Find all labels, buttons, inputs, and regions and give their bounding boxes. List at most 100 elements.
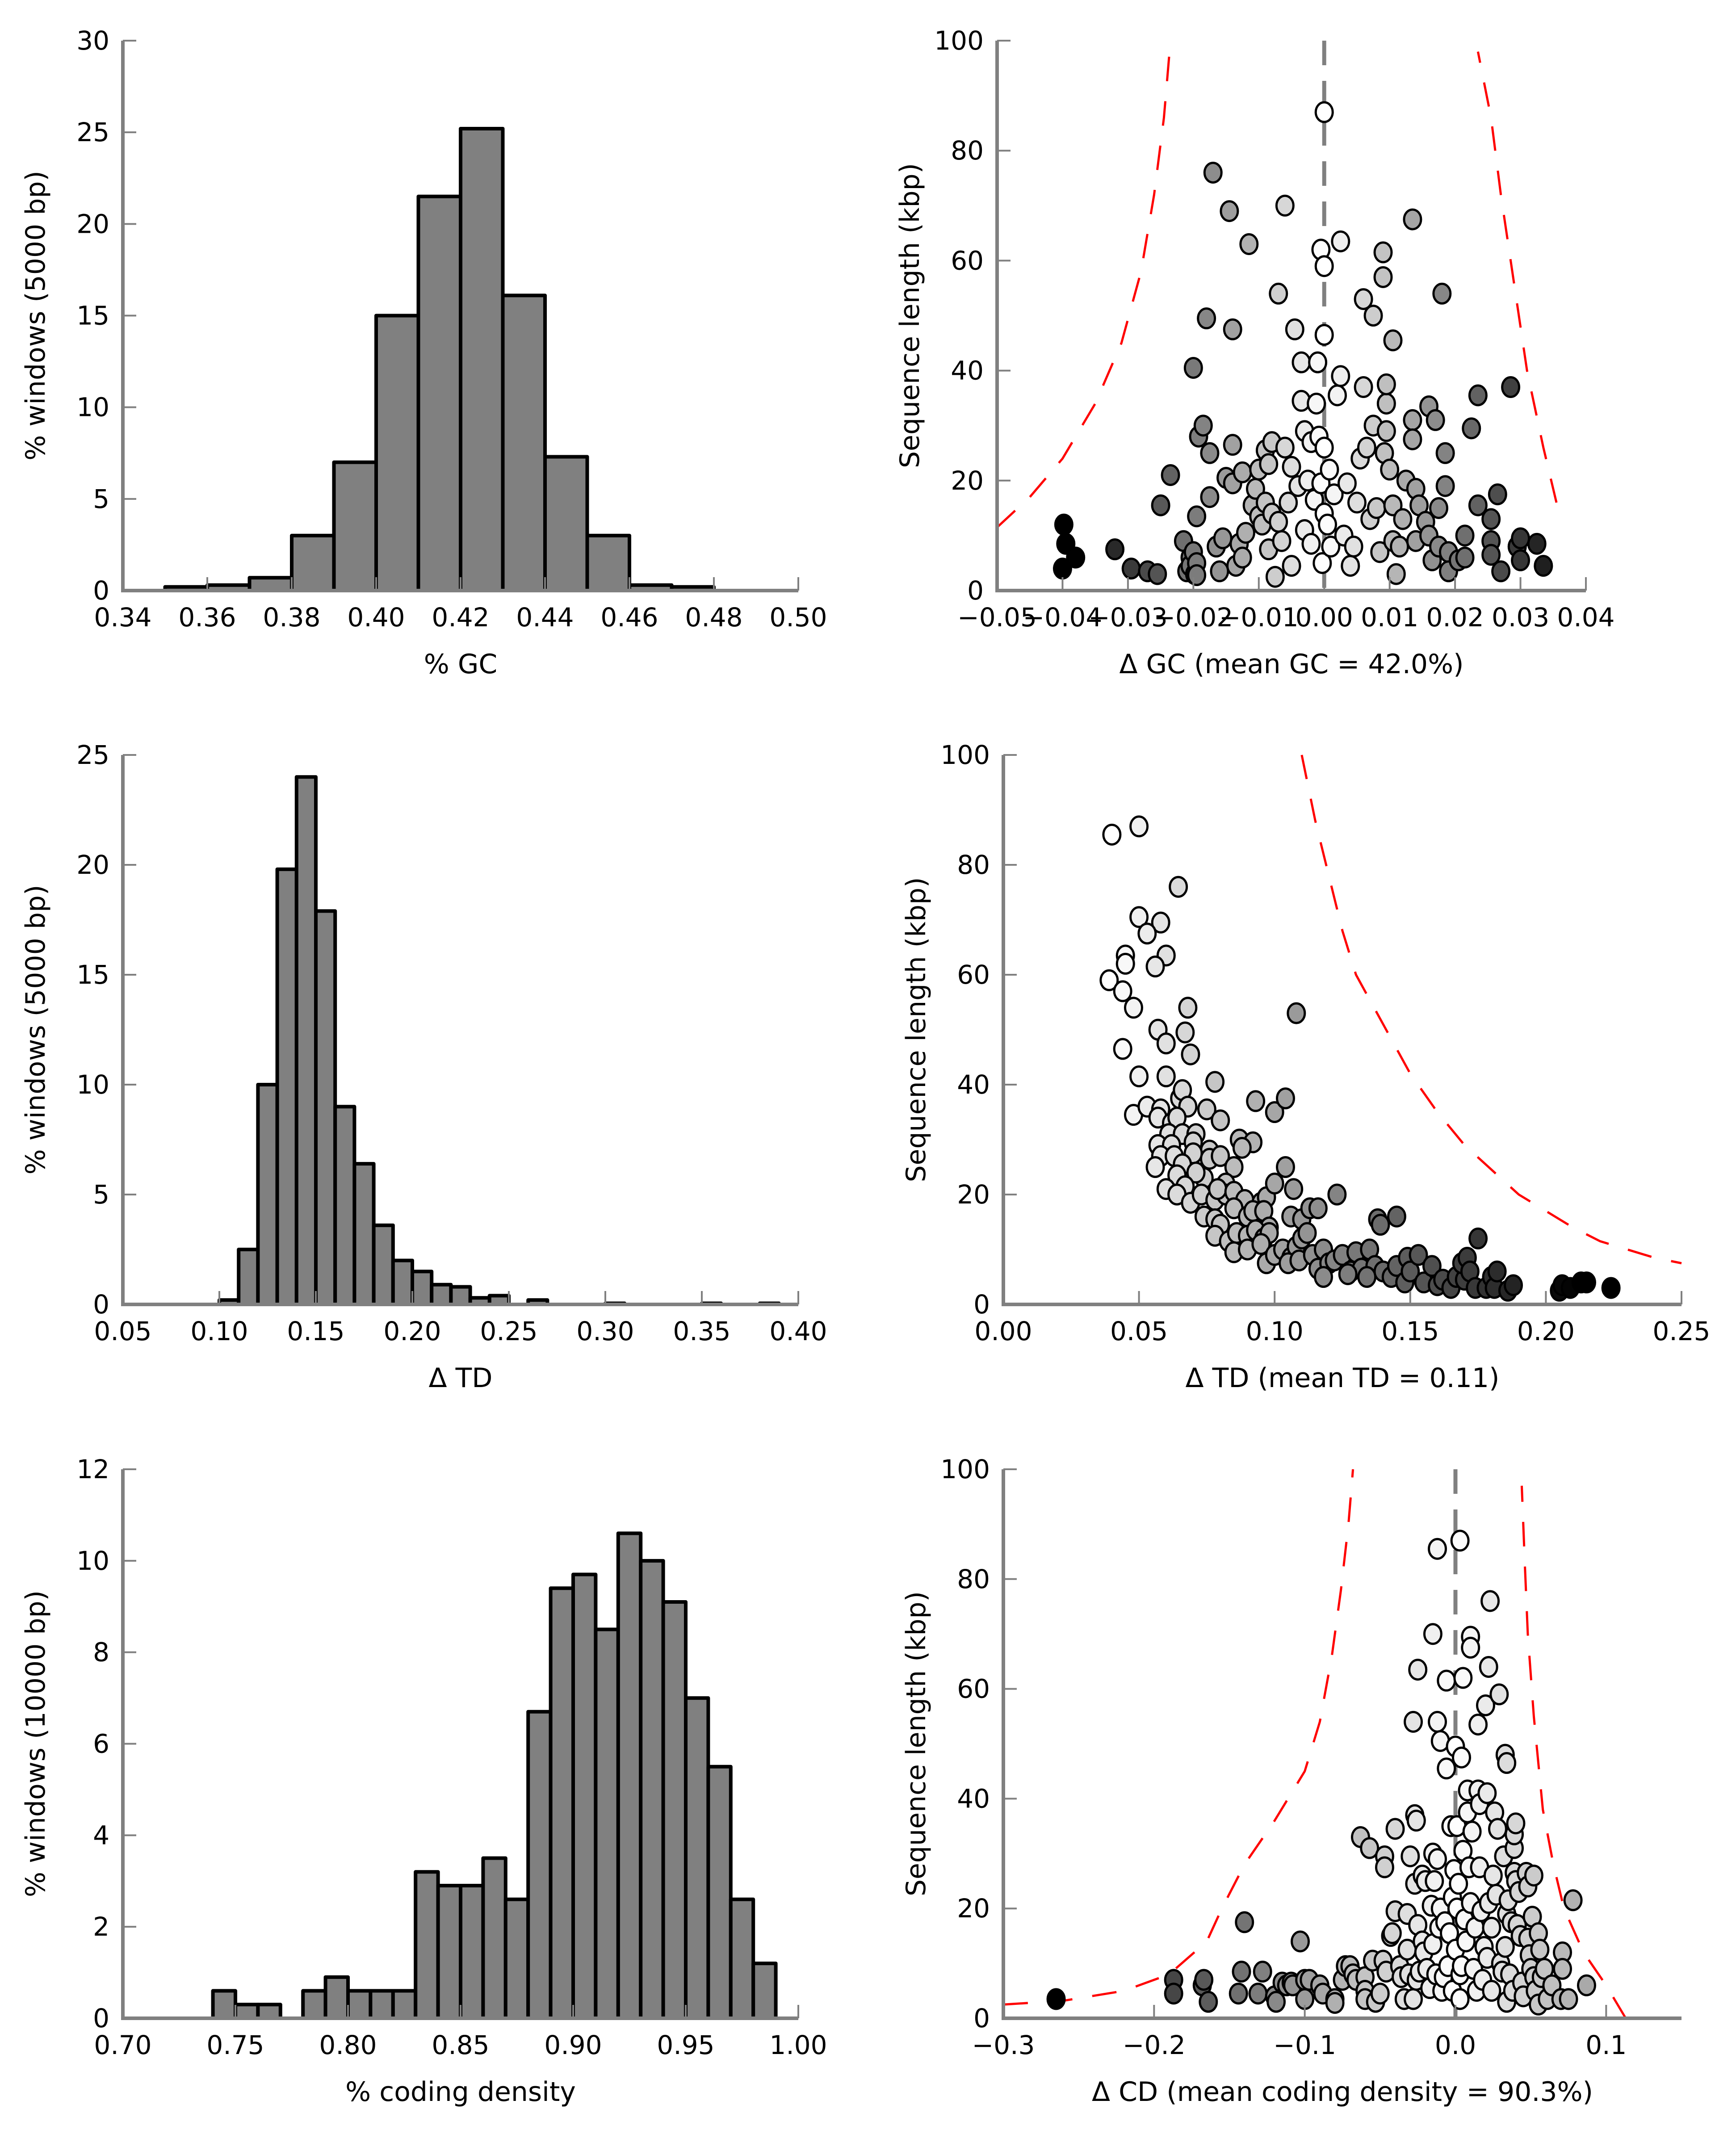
td-scatter-point — [1284, 1178, 1304, 1200]
gc-scatter-point — [1220, 200, 1239, 222]
cd-scatter-point — [1477, 1782, 1497, 1804]
gc-scatter-point — [1312, 552, 1332, 574]
cd-hist-bar — [616, 1531, 643, 2020]
cd-hist-x-tick-label: 0.75 — [206, 2030, 264, 2060]
gc-scatter-point — [1383, 329, 1403, 352]
gc-scatter-point — [1183, 356, 1203, 379]
cd-scatter-x-tick-label: −0.2 — [1123, 2030, 1186, 2060]
cd-scatter-point — [1461, 1636, 1480, 1659]
cd-hist-x-tick-label: 0.70 — [94, 2030, 151, 2060]
cd-scatter-point — [1479, 1656, 1498, 1678]
cd-hist-panel: 0 2 4 6 8 10 12 0.70 0.75 0.80 0.85 0.90 0.95 1.00 % c… — [20, 1454, 827, 2108]
cd-scatter-point — [1229, 1983, 1248, 2005]
td-scatter-x-tick-label: 0.25 — [1652, 1316, 1710, 1346]
td-hist-y-tick-label: 15 — [76, 960, 109, 990]
td-hist-y-tick-label: 25 — [76, 740, 109, 770]
td-hist-bar — [449, 1285, 472, 1306]
gc-hist-bar — [501, 293, 547, 592]
gc-scatter-point — [1468, 494, 1488, 516]
gc-scatter-x-tick-label: 0.04 — [1557, 602, 1614, 633]
td-scatter-point — [1129, 815, 1149, 838]
gc-scatter-point — [1223, 318, 1242, 340]
td-scatter-point — [1211, 1145, 1230, 1167]
td-scatter-point — [1186, 1161, 1206, 1184]
gc-scatter-point — [1344, 536, 1363, 558]
gc-scatter-x-tick-label: −0.01 — [1219, 602, 1299, 633]
gc-scatter-y-tick-label: 0 — [967, 575, 984, 606]
gc-scatter-point — [1462, 417, 1481, 440]
td-scatter-point — [1113, 1038, 1132, 1060]
cd-scatter-point — [1408, 1659, 1428, 1681]
cd-hist-bar — [234, 2003, 260, 2020]
td-scatter-point — [1601, 1277, 1621, 1299]
gc-hist-bar — [416, 194, 462, 592]
cd-scatter-point — [1406, 1810, 1426, 1832]
cd-hist-bar — [301, 1989, 327, 2020]
cd-scatter-point — [1449, 1873, 1468, 1895]
td-hist-x-tick-label: 0.40 — [769, 1316, 827, 1346]
gc-scatter-point — [1403, 208, 1422, 231]
td-scatter-point — [1504, 1274, 1523, 1296]
gc-scatter-point — [1275, 436, 1295, 459]
cd-scatter-point — [1530, 1938, 1550, 1961]
gc-scatter-x-tick-label: 0.00 — [1296, 602, 1353, 633]
gc-scatter-point — [1279, 491, 1298, 514]
td-hist-bar — [256, 1083, 279, 1306]
td-scatter-point — [1208, 1178, 1228, 1200]
cd-scatter-y-tick-label: 0 — [973, 2003, 990, 2033]
cd-scatter-x-axis-label: Δ CD (mean coding density = 90.3%) — [1092, 2076, 1593, 2108]
td-scatter-bound-right — [1300, 755, 1682, 1265]
gc-scatter-point — [1393, 508, 1413, 530]
td-hist-bar — [314, 909, 337, 1306]
gc-scatter-point — [1357, 436, 1376, 459]
gc-scatter-point — [1223, 434, 1242, 456]
cd-scatter-point — [1164, 1983, 1183, 2005]
gc-scatter-point — [1282, 456, 1301, 478]
cd-hist-y-tick-label: 8 — [93, 1637, 109, 1668]
td-scatter-point — [1175, 1021, 1195, 1044]
cd-hist-x-tick-label: 0.85 — [432, 2030, 489, 2060]
gc-scatter-point — [1314, 324, 1334, 346]
cd-scatter-point — [1194, 1969, 1214, 1991]
td-scatter-point — [1338, 1263, 1358, 1285]
cd-hist-bar — [706, 1765, 733, 2020]
cd-scatter-x-tick-label: −0.3 — [972, 2030, 1035, 2060]
td-scatter-point — [1577, 1271, 1596, 1294]
gc-scatter-x-tick-label: −0.03 — [1088, 602, 1168, 633]
gc-scatter-point — [1380, 458, 1400, 481]
gc-scatter-point — [1054, 513, 1073, 536]
gc-scatter-point — [1314, 436, 1334, 459]
gc-scatter-point — [1527, 532, 1547, 555]
gc-scatter-point — [1269, 282, 1288, 305]
td-scatter-point — [1308, 1197, 1328, 1220]
gc-scatter-point — [1501, 376, 1521, 398]
td-scatter-point — [1129, 1065, 1149, 1088]
td-scatter-point — [1197, 1098, 1216, 1120]
td-hist-x-tick-label: 0.30 — [576, 1316, 634, 1346]
cd-scatter-point — [1325, 1992, 1345, 2014]
gc-hist-y-tick-label: 15 — [76, 301, 109, 331]
gc-scatter-point — [1282, 555, 1301, 577]
gc-scatter-point — [1259, 453, 1279, 475]
cd-scatter-point — [1453, 1667, 1473, 1689]
cd-hist-y-tick-label: 6 — [93, 1729, 109, 1759]
cd-hist-x-tick-label: 0.90 — [544, 2030, 602, 2060]
cd-scatter-point — [1232, 1961, 1251, 1983]
cd-scatter-point — [1199, 1991, 1218, 2013]
td-scatter-point — [1145, 956, 1165, 978]
cd-scatter-point — [1437, 1669, 1456, 1692]
gc-scatter-point — [1233, 461, 1252, 483]
gc-scatter-point — [1370, 541, 1390, 563]
td-scatter-x-tick-label: 0.00 — [974, 1316, 1032, 1346]
gc-scatter-point — [1210, 560, 1229, 583]
gc-scatter-point — [1468, 384, 1488, 407]
cd-hist-bar — [684, 1696, 710, 2020]
cd-hist-bar — [459, 1883, 485, 2021]
td-scatter-point — [1297, 1222, 1317, 1244]
gc-scatter-point — [1390, 536, 1409, 558]
gc-scatter-y-tick-label: 100 — [934, 25, 984, 56]
gc-scatter-point — [1301, 532, 1321, 555]
td-scatter-point — [1387, 1205, 1406, 1228]
td-hist-x-axis-label: Δ TD — [429, 1362, 493, 1394]
td-scatter-point — [1102, 823, 1122, 846]
